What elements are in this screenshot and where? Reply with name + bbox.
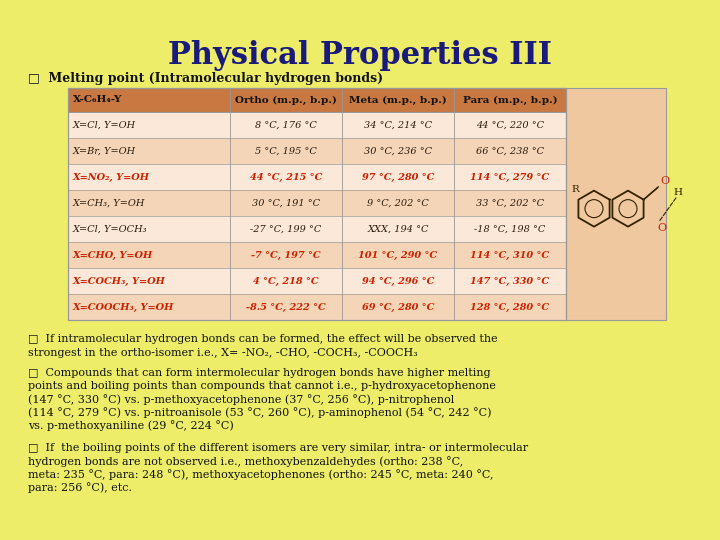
Text: 128 °C, 280 °C: 128 °C, 280 °C <box>470 302 549 312</box>
Text: 114 °C, 310 °C: 114 °C, 310 °C <box>470 251 549 260</box>
Bar <box>566 88 666 320</box>
Text: 114 °C, 279 °C: 114 °C, 279 °C <box>470 172 549 181</box>
Text: H: H <box>674 188 683 197</box>
Text: O: O <box>657 222 667 233</box>
Text: 4 °C, 218 °C: 4 °C, 218 °C <box>253 276 319 286</box>
Text: points and boiling points than compounds that cannot i.e., p-hydroxyacetophenone: points and boiling points than compounds… <box>28 381 496 391</box>
Bar <box>68 164 566 190</box>
Text: 30 °C, 236 °C: 30 °C, 236 °C <box>364 146 432 156</box>
Text: □  Melting point (Intramolecular hydrogen bonds): □ Melting point (Intramolecular hydrogen… <box>28 72 383 85</box>
Text: hydrogen bonds are not observed i.e., methoxybenzaldehydes (ortho: 238 °C,: hydrogen bonds are not observed i.e., me… <box>28 456 463 467</box>
Text: 69 °C, 280 °C: 69 °C, 280 °C <box>362 302 434 312</box>
Text: X=CHO, Y=OH: X=CHO, Y=OH <box>73 251 153 260</box>
Text: 147 °C, 330 °C: 147 °C, 330 °C <box>470 276 549 286</box>
Text: X=Cl, Y=OCH₃: X=Cl, Y=OCH₃ <box>73 225 148 233</box>
Text: strongest in the ortho-isomer i.e., X= -NO₂, -CHO, -COCH₃, -COOCH₃: strongest in the ortho-isomer i.e., X= -… <box>28 348 418 358</box>
Text: (147 °C, 330 °C) vs. p-methoxyacetophenone (37 °C, 256 °C), p-nitrophenol: (147 °C, 330 °C) vs. p-methoxyacetopheno… <box>28 394 454 405</box>
Text: O: O <box>660 176 670 186</box>
Text: -7 °C, 197 °C: -7 °C, 197 °C <box>251 251 321 260</box>
Text: 101 °C, 290 °C: 101 °C, 290 °C <box>359 251 438 260</box>
Text: 8 °C, 176 °C: 8 °C, 176 °C <box>255 120 317 130</box>
Bar <box>68 190 566 216</box>
Text: vs. p-methoxyaniline (29 °C, 224 °C): vs. p-methoxyaniline (29 °C, 224 °C) <box>28 420 234 431</box>
Text: X=Br, Y=OH: X=Br, Y=OH <box>73 146 136 156</box>
Bar <box>68 112 566 138</box>
Bar <box>68 242 566 268</box>
Text: 44 °C, 215 °C: 44 °C, 215 °C <box>250 172 322 181</box>
Text: para: 256 °C), etc.: para: 256 °C), etc. <box>28 482 132 493</box>
Text: X=Cl, Y=OH: X=Cl, Y=OH <box>73 120 136 130</box>
Text: -27 °C, 199 °C: -27 °C, 199 °C <box>251 225 322 233</box>
Bar <box>68 88 566 112</box>
Text: 34 °C, 214 °C: 34 °C, 214 °C <box>364 120 432 130</box>
Text: meta: 235 °C, para: 248 °C), methoxyacetophenones (ortho: 245 °C, meta: 240 °C,: meta: 235 °C, para: 248 °C), methoxyacet… <box>28 469 493 480</box>
Bar <box>68 294 566 320</box>
Text: 44 °C, 220 °C: 44 °C, 220 °C <box>476 120 544 130</box>
Text: Para (m.p., b.p.): Para (m.p., b.p.) <box>463 96 557 105</box>
Text: 9 °C, 202 °C: 9 °C, 202 °C <box>367 199 429 207</box>
Bar <box>68 138 566 164</box>
Text: (114 °C, 279 °C) vs. p-nitroanisole (53 °C, 260 °C), p-aminophenol (54 °C, 242 °: (114 °C, 279 °C) vs. p-nitroanisole (53 … <box>28 407 492 418</box>
Text: XXX, 194 °C: XXX, 194 °C <box>367 225 428 233</box>
Text: □  Compounds that can form intermolecular hydrogen bonds have higher melting: □ Compounds that can form intermolecular… <box>28 368 490 378</box>
Text: 66 °C, 238 °C: 66 °C, 238 °C <box>476 146 544 156</box>
Text: 94 °C, 296 °C: 94 °C, 296 °C <box>362 276 434 286</box>
Bar <box>68 88 566 320</box>
Text: X=CH₃, Y=OH: X=CH₃, Y=OH <box>73 199 145 207</box>
Text: R: R <box>571 185 579 194</box>
Text: 97 °C, 280 °C: 97 °C, 280 °C <box>362 172 434 181</box>
Bar <box>68 216 566 242</box>
Text: X=COCH₃, Y=OH: X=COCH₃, Y=OH <box>73 276 166 286</box>
Text: Ortho (m.p., b.p.): Ortho (m.p., b.p.) <box>235 96 337 105</box>
Text: 30 °C, 191 °C: 30 °C, 191 °C <box>252 199 320 207</box>
Text: 33 °C, 202 °C: 33 °C, 202 °C <box>476 199 544 207</box>
Text: X=COOCH₃, Y=OH: X=COOCH₃, Y=OH <box>73 302 174 312</box>
Text: 5 °C, 195 °C: 5 °C, 195 °C <box>255 146 317 156</box>
Text: □  If  the boiling points of the different isomers are very similar, intra- or i: □ If the boiling points of the different… <box>28 443 528 453</box>
Bar <box>68 268 566 294</box>
Text: X-C₆H₄-Y: X-C₆H₄-Y <box>73 96 122 105</box>
Text: X=NO₂, Y=OH: X=NO₂, Y=OH <box>73 172 150 181</box>
Text: □  If intramolecular hydrogen bonds can be formed, the effect will be observed t: □ If intramolecular hydrogen bonds can b… <box>28 334 498 344</box>
Text: Meta (m.p., b.p.): Meta (m.p., b.p.) <box>349 96 447 105</box>
Text: -18 °C, 198 °C: -18 °C, 198 °C <box>474 225 546 233</box>
Text: -8.5 °C, 222 °C: -8.5 °C, 222 °C <box>246 302 326 312</box>
Text: Physical Properties III: Physical Properties III <box>168 40 552 71</box>
